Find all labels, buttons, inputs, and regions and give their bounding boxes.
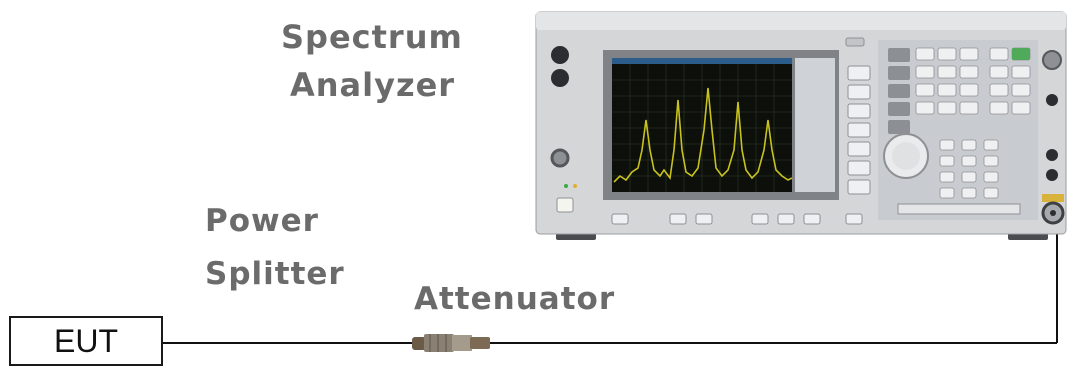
attenuator-image	[412, 334, 490, 352]
power-splitter-label-line1: Power	[205, 203, 319, 239]
eut-label: EUT	[54, 322, 118, 359]
eut-box: EUT	[9, 316, 163, 366]
power-splitter-label-line2: Splitter	[205, 256, 345, 292]
cable	[163, 222, 1058, 344]
spectrum-analyzer-image	[535, 11, 1067, 240]
spectrum-analyzer-label-line1: Spectrum	[281, 18, 463, 56]
spectrum-analyzer-label-line2: Analyzer	[290, 66, 456, 104]
attenuator-label: Attenuator	[414, 281, 616, 317]
